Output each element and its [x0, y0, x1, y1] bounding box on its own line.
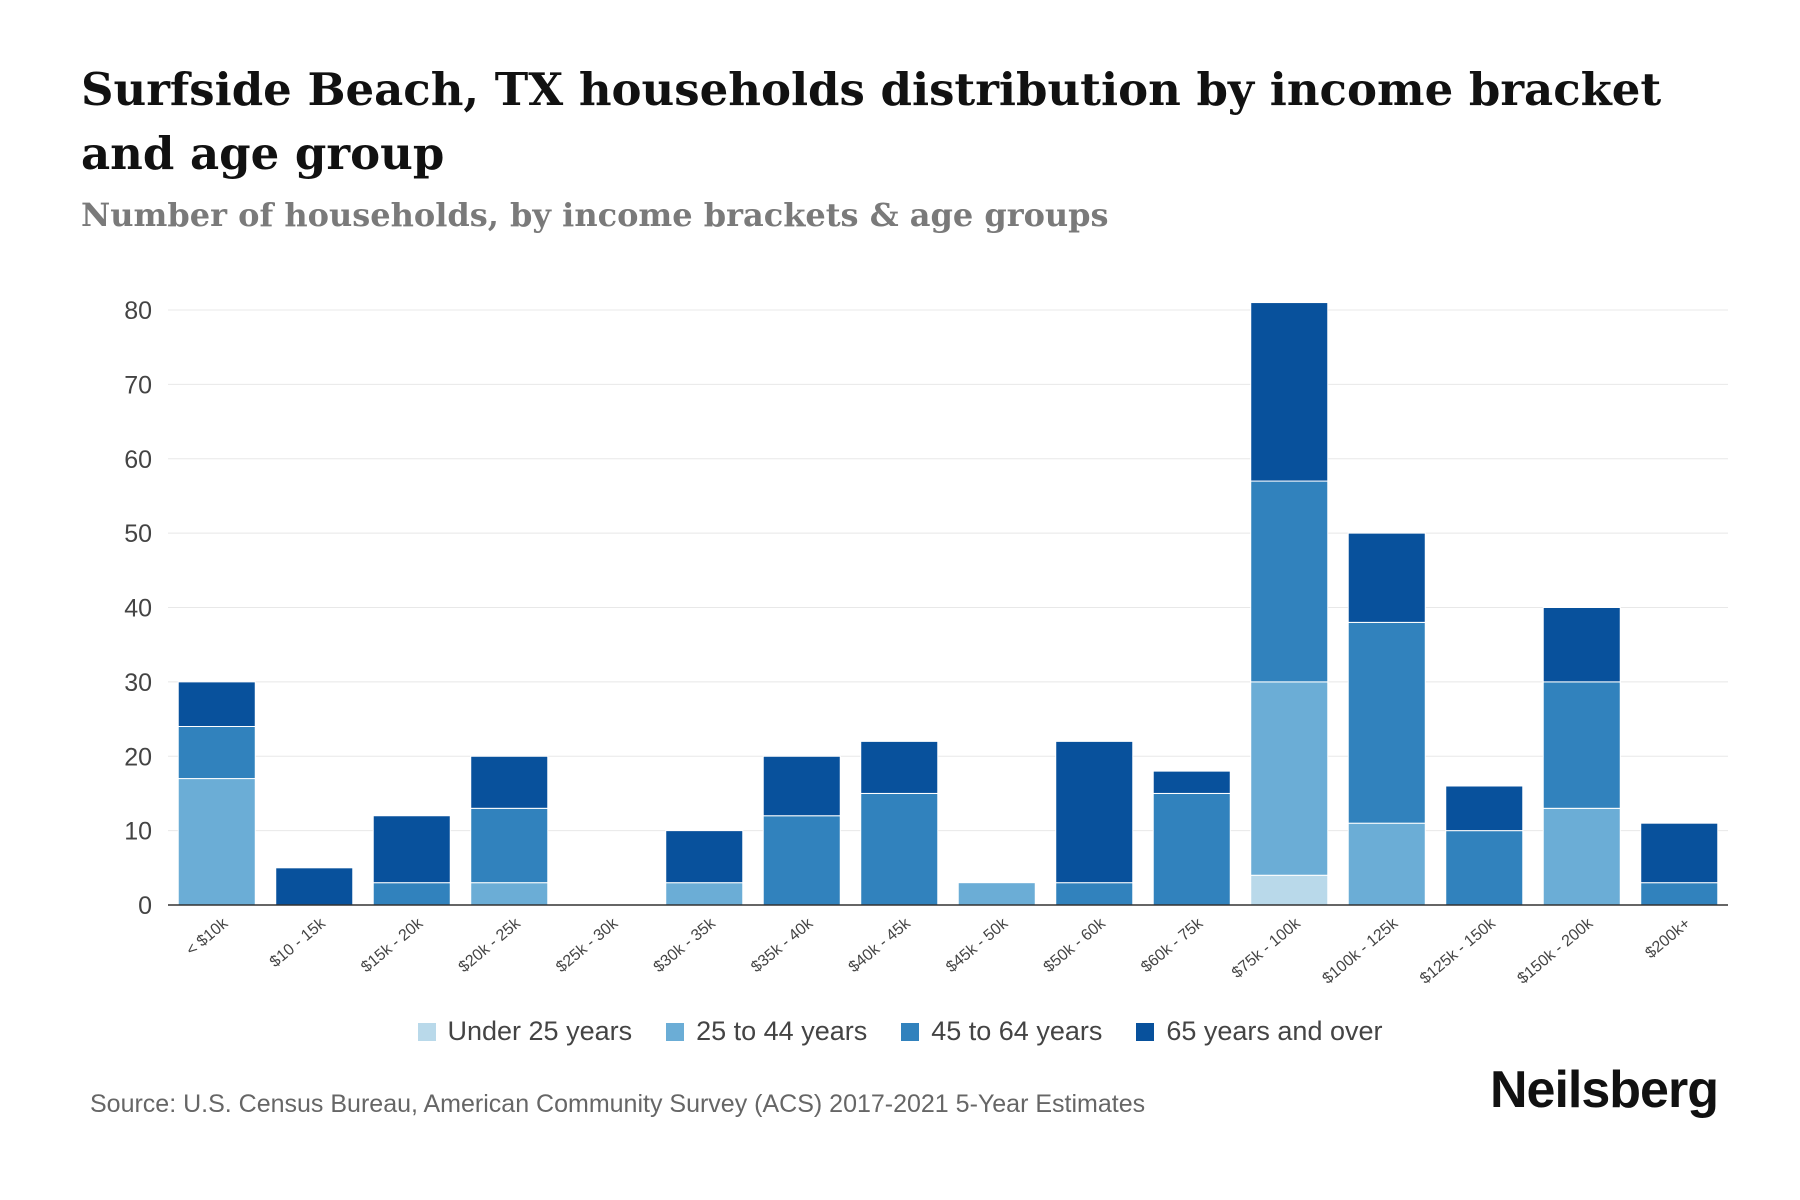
legend-label-65-plus: 65 years and over [1166, 1016, 1383, 1046]
brand-logo[interactable]: Neilsberg [1490, 1061, 1719, 1119]
legend-item-under-25[interactable]: Under 25 years [417, 1016, 633, 1047]
x-tick-label: $30k - 35k [651, 914, 720, 976]
x-tick-label: $100k - 125k [1320, 914, 1403, 987]
y-tick-label: 60 [124, 446, 152, 474]
bar-segment[interactable] [1250, 480, 1329, 683]
legend-swatch-25-to-44 [666, 1022, 685, 1041]
x-tick-label: $125k - 150k [1417, 914, 1500, 987]
x-tick-label: $45k - 50k [943, 914, 1012, 976]
y-tick-label: 50 [124, 520, 152, 548]
bar-segment[interactable] [957, 882, 1036, 906]
legend-label-45-to-64: 45 to 64 years [931, 1016, 1103, 1046]
stacked-bar-chart: 0 10 20 30 40 50 60 70 80 < $10k $10 - 15k $15k - … [124, 297, 1728, 988]
x-tick-label: $15k - 20k [358, 914, 427, 976]
bar-segment[interactable] [1055, 740, 1134, 884]
legend-swatch-under-25 [417, 1022, 436, 1041]
bar-segment[interactable] [665, 882, 744, 906]
bar-segment[interactable] [1542, 681, 1621, 809]
x-tick-label: $60k - 75k [1138, 914, 1207, 976]
bar-segment[interactable] [1542, 607, 1621, 683]
bar-segment[interactable] [177, 681, 256, 727]
bar-segment[interactable] [1055, 882, 1134, 906]
x-tick-label: $150k - 200k [1515, 914, 1598, 987]
x-tick-label: $200k+ [1642, 915, 1693, 962]
y-tick-label: 10 [124, 818, 152, 846]
bar-segment[interactable] [470, 882, 549, 906]
x-tick-label: $35k - 40k [748, 914, 817, 976]
source-note: Source: U.S. Census Bureau, American Com… [90, 1090, 1146, 1118]
x-tick-label: $50k - 60k [1041, 914, 1110, 976]
bar-segment[interactable] [372, 882, 451, 906]
y-tick-label: 70 [124, 371, 152, 399]
bar-segment[interactable] [177, 726, 256, 780]
y-tick-label: 20 [124, 743, 152, 771]
bar-segment[interactable] [1445, 830, 1524, 906]
x-axis-ticks: < $10k $10 - 15k $15k - 20k $20k - 25k $25k … [183, 914, 1694, 987]
bar-segment[interactable] [1250, 302, 1329, 482]
bar-segment[interactable] [665, 830, 744, 884]
bar-segment[interactable] [1250, 874, 1329, 906]
y-tick-label: 30 [124, 669, 152, 697]
bar-segment[interactable] [1542, 807, 1621, 906]
x-tick-label: < $10k [183, 914, 232, 959]
bar-segment[interactable] [1640, 882, 1719, 906]
bar-segment[interactable] [177, 778, 256, 906]
y-tick-label: 40 [124, 595, 152, 623]
x-tick-label: $20k - 25k [456, 914, 525, 976]
x-tick-label: $75k - 100k [1229, 914, 1305, 981]
x-tick-label: $25k - 30k [553, 914, 622, 976]
legend-swatch-45-to-64 [901, 1022, 920, 1041]
bar-segment[interactable] [470, 755, 549, 809]
y-tick-label: 0 [138, 892, 152, 920]
x-tick-label: $40k - 45k [846, 914, 915, 976]
bar-segment[interactable] [275, 867, 354, 906]
bar-segment[interactable] [1640, 822, 1719, 884]
bar-segment[interactable] [1152, 792, 1231, 906]
x-tick-label: $10 - 15k [267, 914, 330, 971]
bar-segment[interactable] [1250, 681, 1329, 876]
bar-segment[interactable] [1445, 785, 1524, 832]
bar-segment[interactable] [1347, 822, 1426, 906]
bar-segment[interactable] [860, 740, 939, 794]
bar-segment[interactable] [470, 807, 549, 884]
legend-label-25-to-44: 25 to 44 years [696, 1016, 868, 1046]
bars [177, 302, 1719, 906]
bar-segment[interactable] [1347, 621, 1426, 824]
bar-segment[interactable] [1152, 770, 1231, 794]
chart-title: Surfside Beach, TX households distributi… [81, 63, 1662, 180]
gridlines [168, 309, 1728, 832]
bar-segment[interactable] [860, 792, 939, 906]
legend-item-45-to-64[interactable]: 45 to 64 years [901, 1016, 1102, 1047]
bar-segment[interactable] [762, 755, 841, 817]
bar-segment[interactable] [1347, 532, 1426, 623]
legend-label-under-25: Under 25 years [447, 1016, 633, 1046]
chart-subtitle: Number of households, by income brackets… [81, 196, 1109, 234]
bar-segment[interactable] [762, 815, 841, 906]
legend: Under 25 years 25 to 44 years 45 to 64 y… [0, 1016, 1800, 1047]
legend-swatch-65-plus [1136, 1022, 1155, 1041]
legend-item-65-plus[interactable]: 65 years and over [1136, 1016, 1383, 1047]
y-axis-ticks: 0 10 20 30 40 50 60 70 80 [124, 297, 152, 920]
bar-segment[interactable] [372, 815, 451, 884]
y-tick-label: 80 [124, 297, 152, 325]
legend-item-25-to-44[interactable]: 25 to 44 years [666, 1016, 867, 1047]
